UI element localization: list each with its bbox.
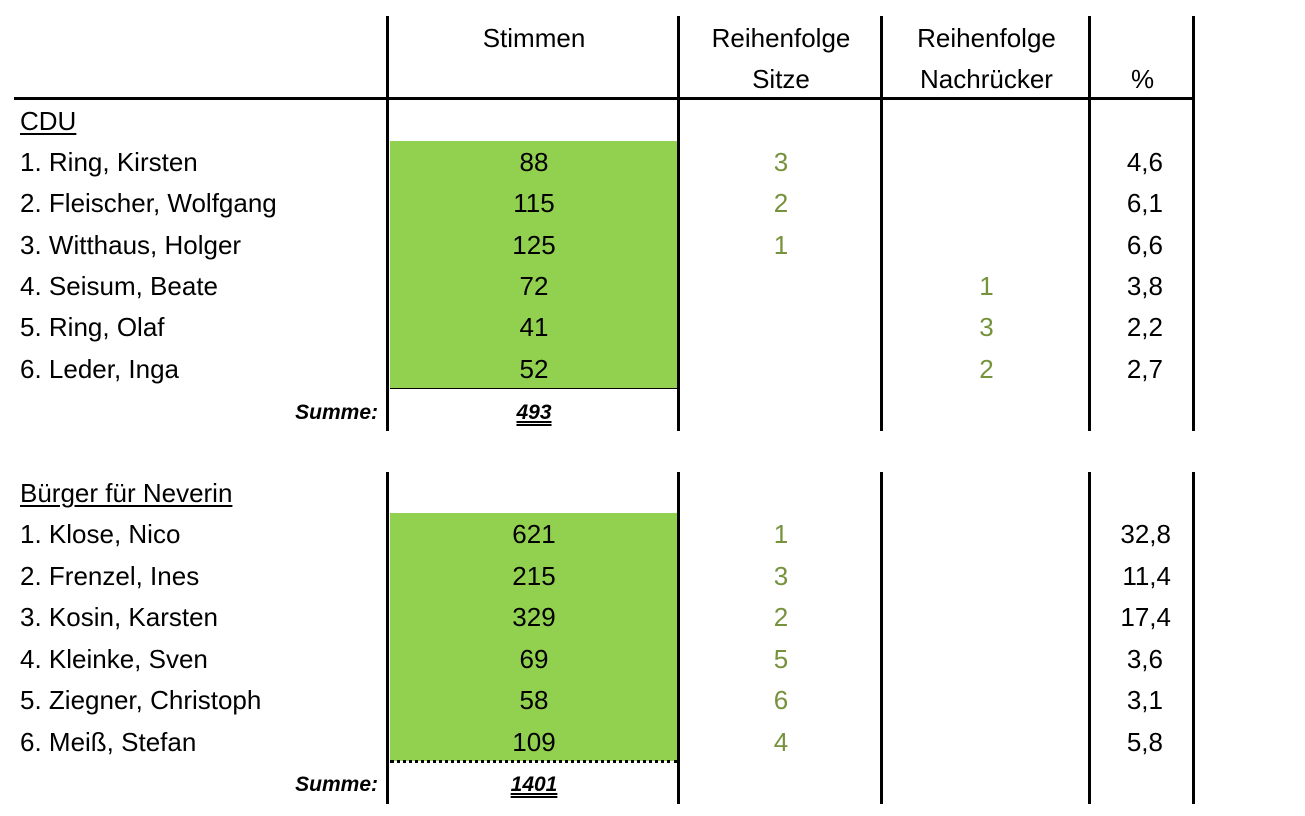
candidate-name: 2. Frenzel, Ines <box>20 561 200 591</box>
candidate-nach-rank: 3 <box>979 312 994 342</box>
candidate-pct: 5,8 <box>1126 727 1163 757</box>
sum-label-bfn: Summe: <box>295 773 378 796</box>
header-pct: % <box>1130 64 1155 94</box>
candidate-votes: 125 <box>512 230 556 260</box>
grid-vline-1b <box>386 472 389 804</box>
candidate-pct: 2,2 <box>1126 312 1163 342</box>
grid-vline-4b <box>1088 472 1091 804</box>
header-stimmen: Stimmen <box>482 23 586 53</box>
sum-value-cdu: 493 <box>516 401 552 424</box>
candidate-name: 2. Fleischer, Wolfgang <box>20 188 277 218</box>
candidate-votes: 215 <box>512 561 556 591</box>
candidate-sitze-rank: 6 <box>773 685 789 715</box>
header-underline <box>14 97 1195 100</box>
candidate-pct: 3,1 <box>1126 685 1163 715</box>
candidate-pct: 3,6 <box>1126 644 1163 674</box>
cdu-votes-highlight <box>390 141 678 389</box>
candidate-sitze-rank: 1 <box>773 230 789 260</box>
candidate-nach-rank: 2 <box>979 354 994 384</box>
candidate-sitze-rank: 3 <box>773 147 789 177</box>
candidate-sitze-rank: 2 <box>773 188 789 218</box>
candidate-nach-rank: 1 <box>979 271 994 301</box>
candidate-sitze-rank: 1 <box>773 519 789 549</box>
grid-vline-3 <box>880 16 883 431</box>
candidate-votes: 88 <box>519 147 549 177</box>
bfn-votes-highlight <box>390 513 678 761</box>
sum-label-cdu: Summe: <box>295 401 378 424</box>
candidate-name: 4. Seisum, Beate <box>20 271 218 301</box>
candidate-pct: 11,4 <box>1122 561 1171 591</box>
candidate-votes: 329 <box>512 602 556 632</box>
candidate-votes: 58 <box>519 685 549 715</box>
cdu-votes-bottom-border <box>390 388 678 389</box>
section-title-cdu: CDU <box>20 106 77 136</box>
grid-vline-4 <box>1088 16 1091 431</box>
candidate-pct: 4,6 <box>1126 147 1163 177</box>
grid-vline-1 <box>386 16 389 431</box>
candidate-pct: 17,4 <box>1120 602 1171 632</box>
candidate-name: 3. Witthaus, Holger <box>20 230 242 260</box>
bfn-votes-dotted-border <box>390 760 678 763</box>
candidate-votes: 109 <box>512 727 556 757</box>
candidate-name: 1. Ring, Kirsten <box>20 147 198 177</box>
candidate-pct: 2,7 <box>1126 354 1163 384</box>
grid-vline-2 <box>677 16 680 431</box>
candidate-sitze-rank: 2 <box>773 602 789 632</box>
sum-value-bfn: 1401 <box>510 773 558 796</box>
grid-vline-2b <box>677 472 680 804</box>
candidate-votes: 69 <box>519 644 549 674</box>
candidate-sitze-rank: 3 <box>773 561 789 591</box>
header-nach-line2: Nachrücker <box>920 64 1053 94</box>
candidate-pct: 6,6 <box>1126 230 1163 260</box>
grid-vline-5 <box>1192 16 1195 431</box>
candidate-votes: 72 <box>519 271 549 301</box>
candidate-pct: 6,1 <box>1126 188 1163 218</box>
candidate-name: 4. Kleinke, Sven <box>20 644 208 674</box>
grid-vline-5b <box>1192 472 1195 804</box>
candidate-sitze-rank: 4 <box>773 727 789 757</box>
candidate-pct: 32,8 <box>1120 519 1171 549</box>
candidate-name: 5. Ring, Olaf <box>20 312 165 342</box>
candidate-votes: 621 <box>512 519 556 549</box>
section-title-bfn: Bürger für Neverin <box>20 478 233 508</box>
candidate-name: 6. Meiß, Stefan <box>20 727 197 757</box>
grid-vline-3b <box>880 472 883 804</box>
candidate-name: 1. Klose, Nico <box>20 519 181 549</box>
header-sitze-line1: Reihenfolge <box>711 23 851 53</box>
header-sitze-line2: Sitze <box>752 64 810 94</box>
candidate-name: 3. Kosin, Karsten <box>20 602 218 632</box>
candidate-votes: 115 <box>513 188 555 218</box>
header-nach-line1: Reihenfolge <box>917 23 1056 53</box>
candidate-name: 5. Ziegner, Christoph <box>20 685 262 715</box>
candidate-pct: 3,8 <box>1126 271 1163 301</box>
candidate-name: 6. Leder, Inga <box>20 354 180 384</box>
candidate-sitze-rank: 5 <box>773 644 789 674</box>
candidate-votes: 41 <box>519 312 549 342</box>
candidate-votes: 52 <box>519 354 549 384</box>
